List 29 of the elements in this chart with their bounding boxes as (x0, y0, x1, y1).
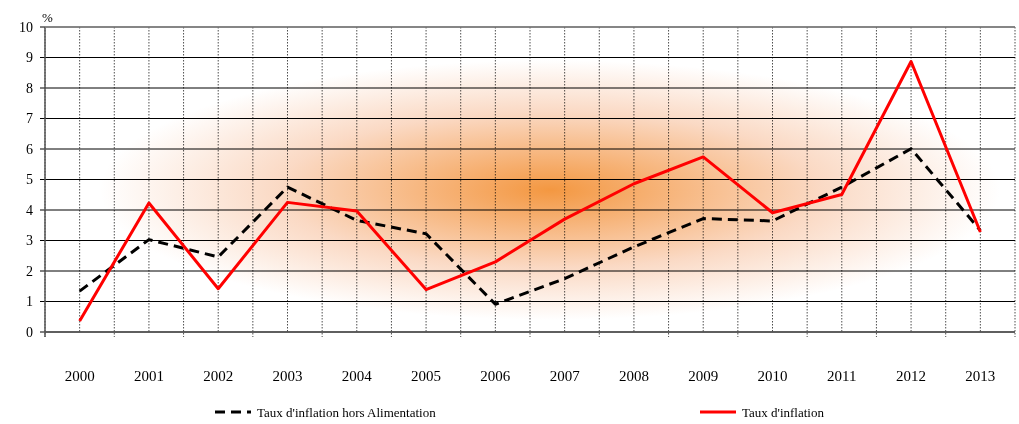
y-tick-label: 1 (26, 294, 33, 310)
x-tick-label: 2004 (341, 368, 373, 384)
x-tick-label: 2001 (133, 368, 164, 384)
x-tick-label: 2007 (549, 368, 581, 384)
x-tick-label: 2003 (272, 368, 303, 384)
y-axis-title: % (42, 10, 53, 25)
x-tick-label: 2006 (480, 368, 511, 384)
y-tick-label: 3 (26, 233, 33, 249)
x-tick-label: 2008 (618, 368, 649, 384)
y-tick-label: 6 (26, 141, 33, 157)
y-tick-label: 7 (26, 111, 33, 127)
x-tick-label: 2013 (965, 368, 996, 384)
y-tick-label: 5 (26, 172, 33, 188)
y-tick-label: 2 (26, 263, 33, 279)
y-tick-label: 9 (26, 50, 33, 66)
x-tick-label: 2011 (827, 368, 857, 384)
y-tick-label: 10 (19, 19, 33, 35)
x-tick-label: 2000 (64, 368, 95, 384)
line-series (78, 59, 982, 323)
legend-label: Taux d'inflation (742, 404, 825, 420)
x-tick-label: 2005 (411, 368, 442, 384)
x-tick-label: 2009 (688, 368, 719, 384)
x-tick-label: 2010 (757, 368, 788, 384)
x-tick-label: 2002 (203, 368, 234, 384)
y-tick-label: 8 (26, 80, 33, 96)
y-tick-label: 4 (26, 202, 33, 218)
x-tick-label: 2012 (896, 368, 927, 384)
y-tick-label: 0 (26, 324, 33, 340)
legend-label: Taux d'inflation hors Alimentation (257, 404, 437, 420)
